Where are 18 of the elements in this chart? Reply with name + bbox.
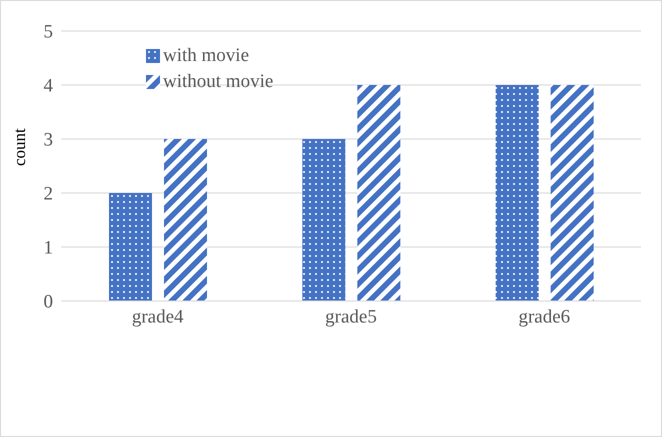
y-tick-label: 2 (44, 184, 53, 205)
y-tick-label: 0 (44, 292, 53, 313)
y-tick-label: 3 (44, 130, 53, 151)
y-tick-label: 4 (44, 76, 54, 97)
bar (302, 139, 346, 301)
x-tick-label: grade4 (132, 306, 184, 328)
y-tick-label: 5 (44, 22, 53, 43)
bar (357, 85, 400, 301)
legend-label: with movie (163, 44, 250, 68)
y-axis-title: count (10, 128, 30, 166)
x-tick-label: grade6 (518, 306, 570, 328)
y-tick-label: 1 (44, 238, 53, 259)
bar (550, 85, 594, 301)
bar (109, 193, 152, 301)
legend-label: without movie (163, 70, 274, 94)
bar (496, 85, 539, 301)
x-tick-label: grade5 (325, 306, 377, 328)
bar (164, 139, 207, 301)
